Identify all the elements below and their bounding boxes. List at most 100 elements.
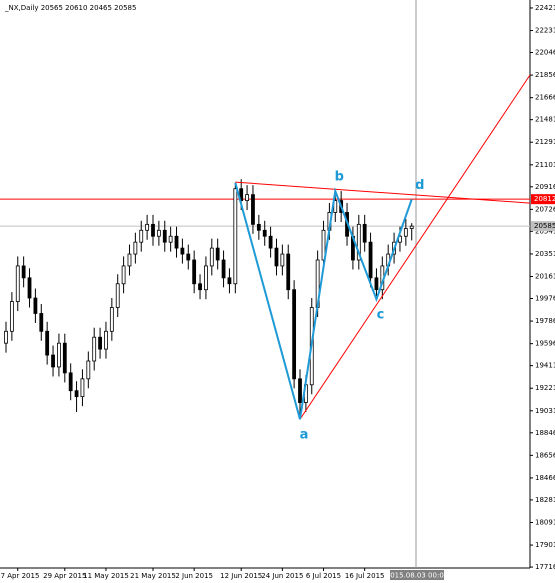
candle-body [162, 229, 167, 243]
chart-title: _NX,Daily 20565 20610 20465 20585 [4, 4, 136, 12]
candle-body [156, 229, 161, 237]
candle-body [368, 241, 373, 279]
candle-body [62, 342, 67, 374]
candle-body [233, 188, 238, 285]
pattern-label: b [335, 170, 344, 185]
x-tick-label: 16 Jul 2015 [345, 572, 385, 580]
y-tick-label: 22421 [535, 4, 555, 12]
x-tick-label: 2 Jun 2015 [175, 572, 213, 580]
candle-body [115, 283, 120, 308]
candle-body [109, 307, 114, 332]
y-tick-label: 21856 [535, 71, 555, 79]
pattern-label: d [415, 178, 424, 193]
candle-body [286, 253, 291, 291]
crosshair-box [390, 570, 444, 580]
crosshair-label: 2015.08.03 00:00 [386, 572, 448, 580]
candle-body [227, 277, 232, 285]
y-tick-label: 20726 [535, 205, 555, 213]
candle-body [74, 390, 79, 398]
y-tick-label: 21481 [535, 116, 555, 124]
plot-area [0, 0, 530, 568]
trendline [299, 74, 531, 420]
y-tick-label: 20541 [535, 227, 555, 235]
y-tick-label: 18656 [535, 451, 555, 459]
x-tick-label: 21 May 2015 [130, 572, 176, 580]
x-tick-label: 12 Jun 2015 [220, 572, 262, 580]
candle-body [4, 330, 8, 344]
candle-body [180, 247, 185, 255]
current-price-box [531, 221, 555, 232]
candle-body [168, 235, 173, 243]
candle-body [374, 277, 379, 291]
y-tick-label: 19976 [535, 294, 555, 302]
horizontal-line-label: 20812 [534, 195, 555, 203]
y-tick-label: 20351 [535, 250, 555, 258]
candle-body [321, 229, 326, 261]
candle-body [33, 297, 38, 314]
candle-body [45, 330, 50, 356]
candle-body [68, 372, 73, 392]
candle-body [80, 378, 85, 398]
candle-body [204, 265, 208, 291]
y-tick-label: 22231 [535, 27, 555, 35]
candle-body [139, 229, 144, 243]
x-tick-label: 29 Apr 2015 [43, 572, 86, 580]
candle-body [104, 330, 108, 350]
candle-body [133, 241, 138, 255]
candle-body [245, 194, 249, 201]
candle-body [174, 235, 179, 249]
candle-body [51, 354, 55, 368]
y-tick-label: 20916 [535, 183, 555, 191]
candle-body [98, 336, 102, 350]
candle-body [292, 289, 297, 380]
candle-body [15, 265, 20, 302]
candle-body [86, 360, 91, 380]
y-tick-label: 18466 [535, 474, 555, 482]
candle-body [280, 253, 285, 267]
candle-body [39, 313, 44, 332]
pattern-label: a [300, 428, 309, 443]
y-tick-label: 19786 [535, 317, 555, 325]
candle-body [268, 235, 273, 249]
pattern-label: c [377, 308, 385, 323]
horizontal-line-box [531, 194, 555, 205]
y-tick-label: 17716 [535, 563, 555, 571]
candle-body [403, 228, 408, 237]
candle-body [356, 223, 361, 261]
y-tick-label: 19596 [535, 340, 555, 348]
x-tick-label: 17 Apr 2015 [0, 572, 39, 580]
candle-body [192, 259, 197, 285]
pattern-line [234, 182, 413, 420]
x-tick-label: 24 Jun 2015 [261, 572, 303, 580]
candle-body [256, 223, 261, 231]
candle-body [409, 225, 414, 229]
y-tick-label: 22046 [535, 49, 555, 57]
candle-body [27, 277, 32, 299]
candle-body [57, 342, 61, 368]
candle-body [21, 265, 26, 279]
candle-body [127, 253, 132, 267]
current-price-label: 20585 [534, 222, 555, 230]
candle-body [209, 247, 214, 267]
y-tick-label: 18846 [535, 429, 555, 437]
candle-body [362, 223, 367, 243]
candle-body [121, 265, 126, 285]
candle-body [198, 283, 202, 291]
x-tick-label: 6 Jul 2015 [306, 572, 341, 580]
candle-body [145, 223, 150, 231]
trendline [235, 181, 530, 204]
candle-body [92, 336, 97, 362]
candle-body [274, 247, 279, 267]
candle-body [9, 301, 14, 332]
candle-body [251, 194, 255, 225]
y-tick-label: 21291 [535, 138, 555, 146]
candle-body [186, 253, 191, 261]
